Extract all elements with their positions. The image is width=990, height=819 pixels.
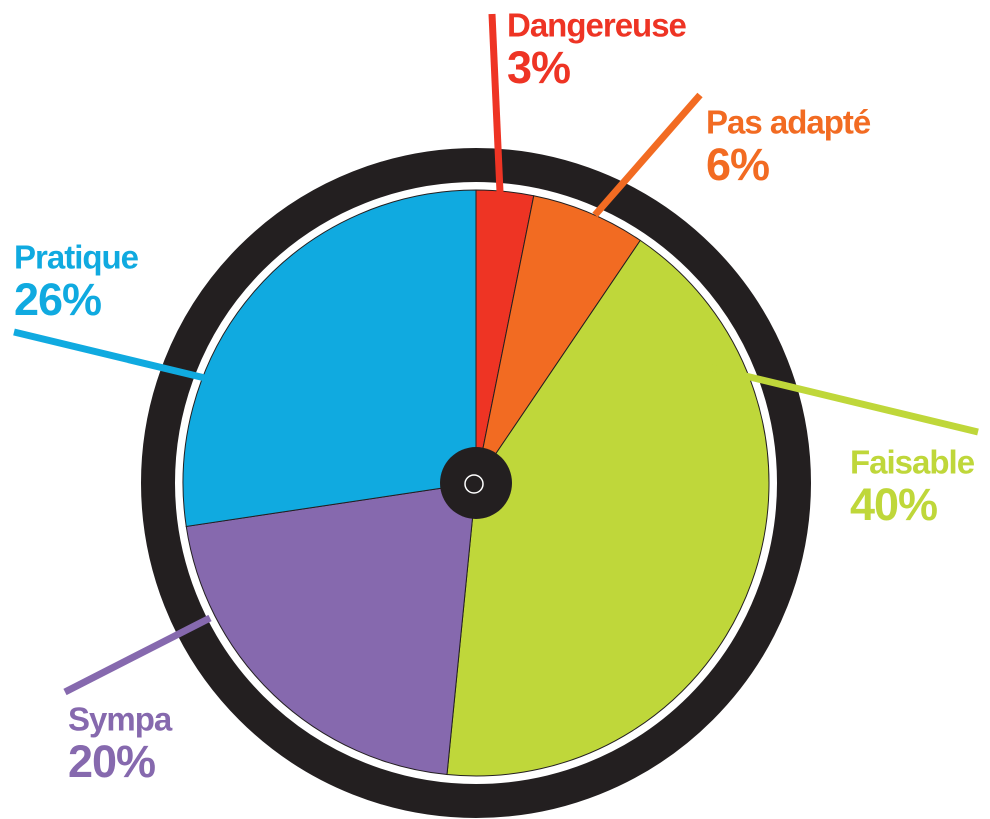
- value-label: 3%: [507, 42, 570, 93]
- leader-line: [592, 92, 703, 218]
- value-label: 40%: [850, 479, 937, 530]
- pie-slice: [185, 482, 477, 776]
- hub: [440, 447, 512, 519]
- hub-detail: [464, 474, 484, 494]
- pie-slice: [182, 189, 477, 528]
- leader-line: [699, 361, 979, 436]
- tire: [141, 148, 811, 818]
- slice-label: Faisable: [850, 444, 975, 481]
- slice-label: Pas adapté: [706, 104, 871, 141]
- slice-label: Pratique: [14, 239, 139, 276]
- leader-line: [488, 13, 504, 193]
- leader-line: [63, 614, 212, 696]
- value-label: 20%: [68, 736, 155, 787]
- pie-slice: [446, 239, 770, 777]
- pie: [182, 189, 770, 777]
- leader-line: [13, 328, 206, 382]
- value-label: 26%: [14, 274, 101, 325]
- pie-slice: [475, 195, 641, 484]
- slice-label: Sympa: [68, 701, 173, 738]
- value-label: 6%: [706, 139, 769, 190]
- slice-label: Dangereuse: [507, 7, 687, 44]
